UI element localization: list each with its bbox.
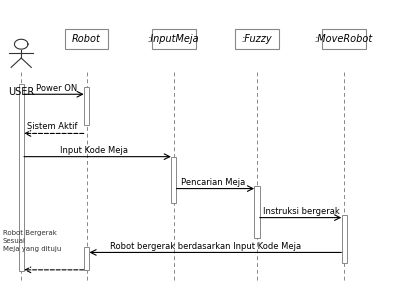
Text: USER: USER bbox=[8, 87, 34, 97]
Text: Robot bergerak berdasarkan Input Kode Meja: Robot bergerak berdasarkan Input Kode Me… bbox=[111, 242, 302, 251]
Text: :InputMeja: :InputMeja bbox=[148, 34, 200, 44]
Text: Instruksi bergerak: Instruksi bergerak bbox=[263, 207, 340, 216]
Bar bbox=[84, 247, 89, 270]
Text: :Fuzzy: :Fuzzy bbox=[242, 34, 272, 44]
Text: Pencarian Meja: Pencarian Meja bbox=[181, 178, 245, 187]
Text: Robot Bergerak
Sesuai
Meja yang dituju: Robot Bergerak Sesuai Meja yang dituju bbox=[3, 230, 61, 252]
Text: Sistem Aktif: Sistem Aktif bbox=[27, 122, 78, 131]
Text: Input Kode Meja: Input Kode Meja bbox=[60, 146, 128, 155]
Bar bbox=[152, 29, 196, 49]
Bar bbox=[342, 215, 347, 263]
Text: :MoveRobot: :MoveRobot bbox=[315, 34, 373, 44]
Bar bbox=[322, 29, 366, 49]
Bar bbox=[65, 29, 109, 49]
Bar bbox=[235, 29, 279, 49]
Bar bbox=[255, 186, 259, 238]
Bar bbox=[19, 84, 24, 271]
Bar bbox=[84, 87, 89, 125]
Text: Robot: Robot bbox=[72, 34, 101, 44]
Bar bbox=[171, 157, 176, 203]
Text: Power ON: Power ON bbox=[36, 84, 77, 93]
